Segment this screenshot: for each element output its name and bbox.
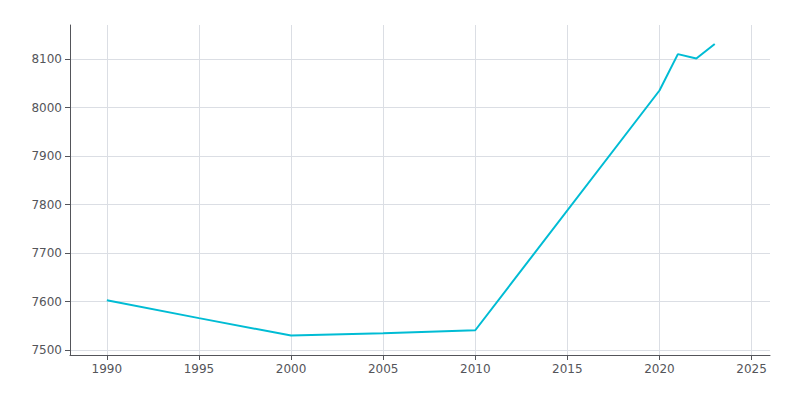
- svg-text:2000: 2000: [276, 362, 307, 376]
- svg-text:8100: 8100: [31, 52, 62, 66]
- svg-text:2025: 2025: [736, 362, 767, 376]
- svg-text:7600: 7600: [31, 295, 62, 309]
- svg-text:2010: 2010: [460, 362, 491, 376]
- svg-text:8000: 8000: [31, 101, 62, 115]
- svg-text:2015: 2015: [552, 362, 583, 376]
- svg-text:7800: 7800: [31, 198, 62, 212]
- svg-text:7500: 7500: [31, 343, 62, 357]
- svg-text:7900: 7900: [31, 149, 62, 163]
- svg-text:1990: 1990: [92, 362, 123, 376]
- svg-text:1995: 1995: [184, 362, 215, 376]
- svg-text:2005: 2005: [368, 362, 399, 376]
- svg-text:2020: 2020: [644, 362, 675, 376]
- svg-text:7700: 7700: [31, 246, 62, 260]
